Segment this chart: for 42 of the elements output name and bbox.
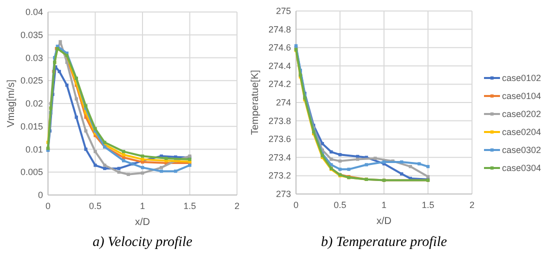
text: b) Temperature profile bbox=[321, 235, 447, 250]
x-tick-label: 1 bbox=[140, 201, 146, 211]
y-tick-label: 0.015 bbox=[20, 121, 43, 132]
y-tick-label: 274.6 bbox=[268, 42, 291, 53]
y-tick-label: 274 bbox=[276, 98, 291, 108]
y-tick-label: 274.2 bbox=[268, 79, 291, 90]
y-tick-label: 275 bbox=[276, 6, 291, 16]
x-tick-label: 0 bbox=[45, 201, 51, 211]
y-tick-label: 0.04 bbox=[25, 7, 43, 17]
y-tick-label: 274.4 bbox=[268, 60, 291, 71]
y-axis-title: Vmag[m/s] bbox=[6, 79, 17, 128]
legend-label: case0104 bbox=[502, 91, 542, 101]
y-tick-label: 274.8 bbox=[268, 24, 291, 34]
y-tick-label: 0.02 bbox=[25, 98, 43, 108]
y-tick-label: 0.035 bbox=[20, 30, 43, 40]
y-tick-label: 273.8 bbox=[268, 116, 291, 126]
y-tick-label: 273.2 bbox=[268, 170, 291, 181]
x-tick-label: 1 bbox=[381, 200, 387, 210]
y-tick-label: 0 bbox=[38, 190, 43, 200]
y-tick-label: 273 bbox=[276, 189, 291, 199]
legend-label: case0204 bbox=[502, 127, 542, 137]
y-tick-label: 0.005 bbox=[20, 167, 43, 178]
legend-label: case0302 bbox=[502, 145, 542, 155]
y-tick-label: 0.01 bbox=[25, 144, 43, 154]
x-tick-label: 0 bbox=[293, 200, 299, 210]
x-tick-label: 2 bbox=[234, 201, 240, 211]
x-axis-title: x/D bbox=[135, 217, 150, 228]
x-axis-title: x/D bbox=[376, 216, 392, 227]
y-axis-title: Temperatue[K] bbox=[250, 70, 261, 136]
y-tick-label: 0.025 bbox=[20, 76, 43, 86]
legend-label: case0202 bbox=[502, 109, 542, 119]
y-tick-label: 273.4 bbox=[268, 152, 291, 162]
legend-label: case0304 bbox=[502, 163, 542, 173]
text: a) Velocity profile bbox=[92, 235, 192, 250]
x-tick-label: 1.5 bbox=[183, 201, 196, 211]
x-tick-label: 2 bbox=[469, 200, 475, 210]
legend-label: case0102 bbox=[502, 73, 542, 83]
x-tick-label: 0.5 bbox=[88, 201, 102, 211]
x-tick-label: 1.5 bbox=[422, 200, 434, 210]
y-tick-label: 0.03 bbox=[25, 52, 43, 63]
x-tick-label: 0.5 bbox=[334, 200, 346, 210]
y-tick-label: 273.6 bbox=[268, 134, 291, 144]
